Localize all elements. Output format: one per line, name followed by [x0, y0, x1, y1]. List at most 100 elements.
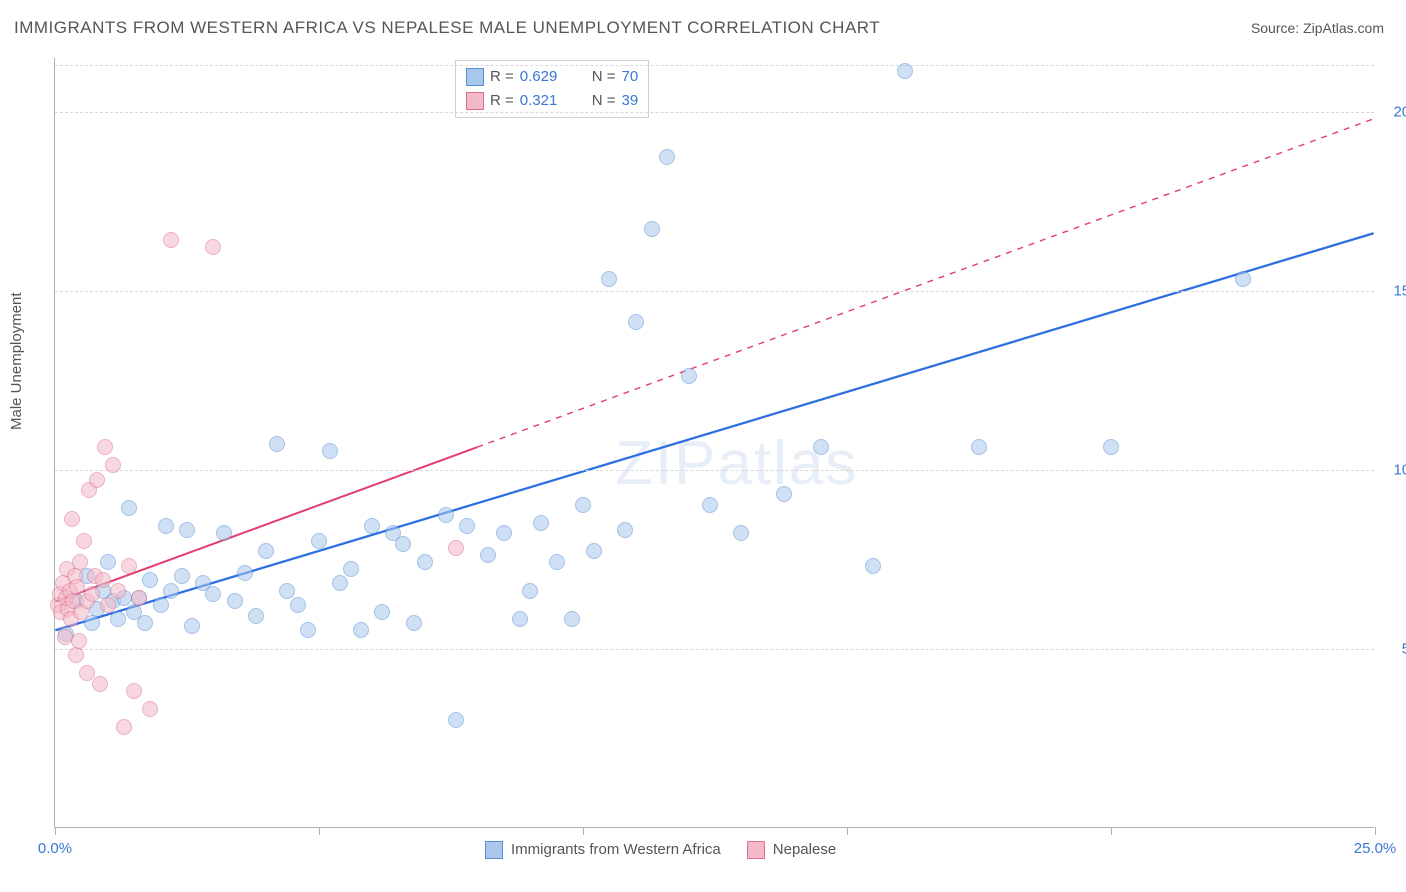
data-point	[216, 525, 232, 541]
x-tick	[319, 827, 320, 835]
data-point	[617, 522, 633, 538]
gridline	[55, 470, 1374, 471]
y-tick-label: 15.0%	[1393, 282, 1406, 299]
data-point	[269, 436, 285, 452]
x-tick-label: 0.0%	[38, 840, 72, 857]
data-point	[601, 271, 617, 287]
data-point	[121, 558, 137, 574]
data-point	[438, 507, 454, 523]
data-point	[100, 554, 116, 570]
data-point	[179, 522, 195, 538]
data-point	[406, 615, 422, 631]
data-point	[71, 633, 87, 649]
data-point	[290, 597, 306, 613]
y-tick-label: 20.0%	[1393, 103, 1406, 120]
data-point	[733, 525, 749, 541]
data-point	[897, 63, 913, 79]
legend-label: Nepalese	[773, 841, 836, 858]
n-label: N =	[592, 89, 616, 113]
data-point	[110, 611, 126, 627]
data-point	[72, 554, 88, 570]
trend-lines	[55, 58, 1374, 827]
x-tick-label: 25.0%	[1354, 840, 1397, 857]
data-point	[395, 536, 411, 552]
data-point	[702, 497, 718, 513]
legend-item: Immigrants from Western Africa	[485, 841, 721, 859]
data-point	[865, 558, 881, 574]
source-name: ZipAtlas.com	[1303, 20, 1384, 36]
n-value: 70	[622, 65, 639, 89]
data-point	[110, 583, 126, 599]
gridline	[55, 291, 1374, 292]
r-value: 0.629	[520, 65, 574, 89]
source-label: Source:	[1251, 20, 1303, 36]
data-point	[279, 583, 295, 599]
y-axis-label: Male Unemployment	[8, 292, 25, 430]
data-point	[89, 472, 105, 488]
data-point	[681, 368, 697, 384]
gridline	[55, 112, 1374, 113]
data-point	[522, 583, 538, 599]
data-point	[353, 622, 369, 638]
data-point	[163, 583, 179, 599]
data-point	[512, 611, 528, 627]
gridline	[55, 649, 1374, 650]
data-point	[448, 540, 464, 556]
data-point	[116, 719, 132, 735]
correlation-legend: R =0.629N =70R =0.321N =39	[455, 60, 649, 118]
source-attribution: Source: ZipAtlas.com	[1251, 20, 1384, 36]
y-tick-label: 5.0%	[1402, 640, 1406, 657]
data-point	[205, 586, 221, 602]
x-tick	[847, 827, 848, 835]
legend-label: Immigrants from Western Africa	[511, 841, 721, 858]
n-value: 39	[622, 89, 639, 113]
x-tick	[1375, 827, 1376, 835]
legend-swatch	[466, 68, 484, 86]
data-point	[1103, 439, 1119, 455]
chart-title: IMMIGRANTS FROM WESTERN AFRICA VS NEPALE…	[14, 18, 880, 38]
data-point	[564, 611, 580, 627]
legend-item: Nepalese	[747, 841, 836, 859]
data-point	[121, 500, 137, 516]
data-point	[364, 518, 380, 534]
series-legend: Immigrants from Western Africa Nepalese	[485, 841, 836, 859]
data-point	[533, 515, 549, 531]
data-point	[158, 518, 174, 534]
data-point	[76, 533, 92, 549]
plot-area: ZIPatlas R =0.629N =70R =0.321N =39 Immi…	[54, 58, 1374, 828]
gridline	[55, 65, 1374, 66]
data-point	[575, 497, 591, 513]
data-point	[322, 443, 338, 459]
data-point	[628, 314, 644, 330]
data-point	[776, 486, 792, 502]
legend-row: R =0.629 N =70	[466, 65, 638, 89]
data-point	[142, 701, 158, 717]
data-point	[971, 439, 987, 455]
data-point	[64, 511, 80, 527]
data-point	[332, 575, 348, 591]
data-point	[92, 676, 108, 692]
data-point	[417, 554, 433, 570]
data-point	[343, 561, 359, 577]
data-point	[248, 608, 264, 624]
r-label: R =	[490, 65, 514, 89]
data-point	[258, 543, 274, 559]
legend-swatch	[466, 92, 484, 110]
n-label: N =	[592, 65, 616, 89]
data-point	[496, 525, 512, 541]
x-tick	[583, 827, 584, 835]
chart-container: IMMIGRANTS FROM WESTERN AFRICA VS NEPALE…	[0, 0, 1406, 892]
data-point	[79, 665, 95, 681]
data-point	[1235, 271, 1251, 287]
data-point	[97, 439, 113, 455]
data-point	[237, 565, 253, 581]
data-point	[153, 597, 169, 613]
legend-swatch	[485, 841, 503, 859]
data-point	[480, 547, 496, 563]
data-point	[84, 586, 100, 602]
data-point	[184, 618, 200, 634]
data-point	[374, 604, 390, 620]
x-tick	[55, 827, 56, 835]
data-point	[586, 543, 602, 559]
data-point	[68, 647, 84, 663]
